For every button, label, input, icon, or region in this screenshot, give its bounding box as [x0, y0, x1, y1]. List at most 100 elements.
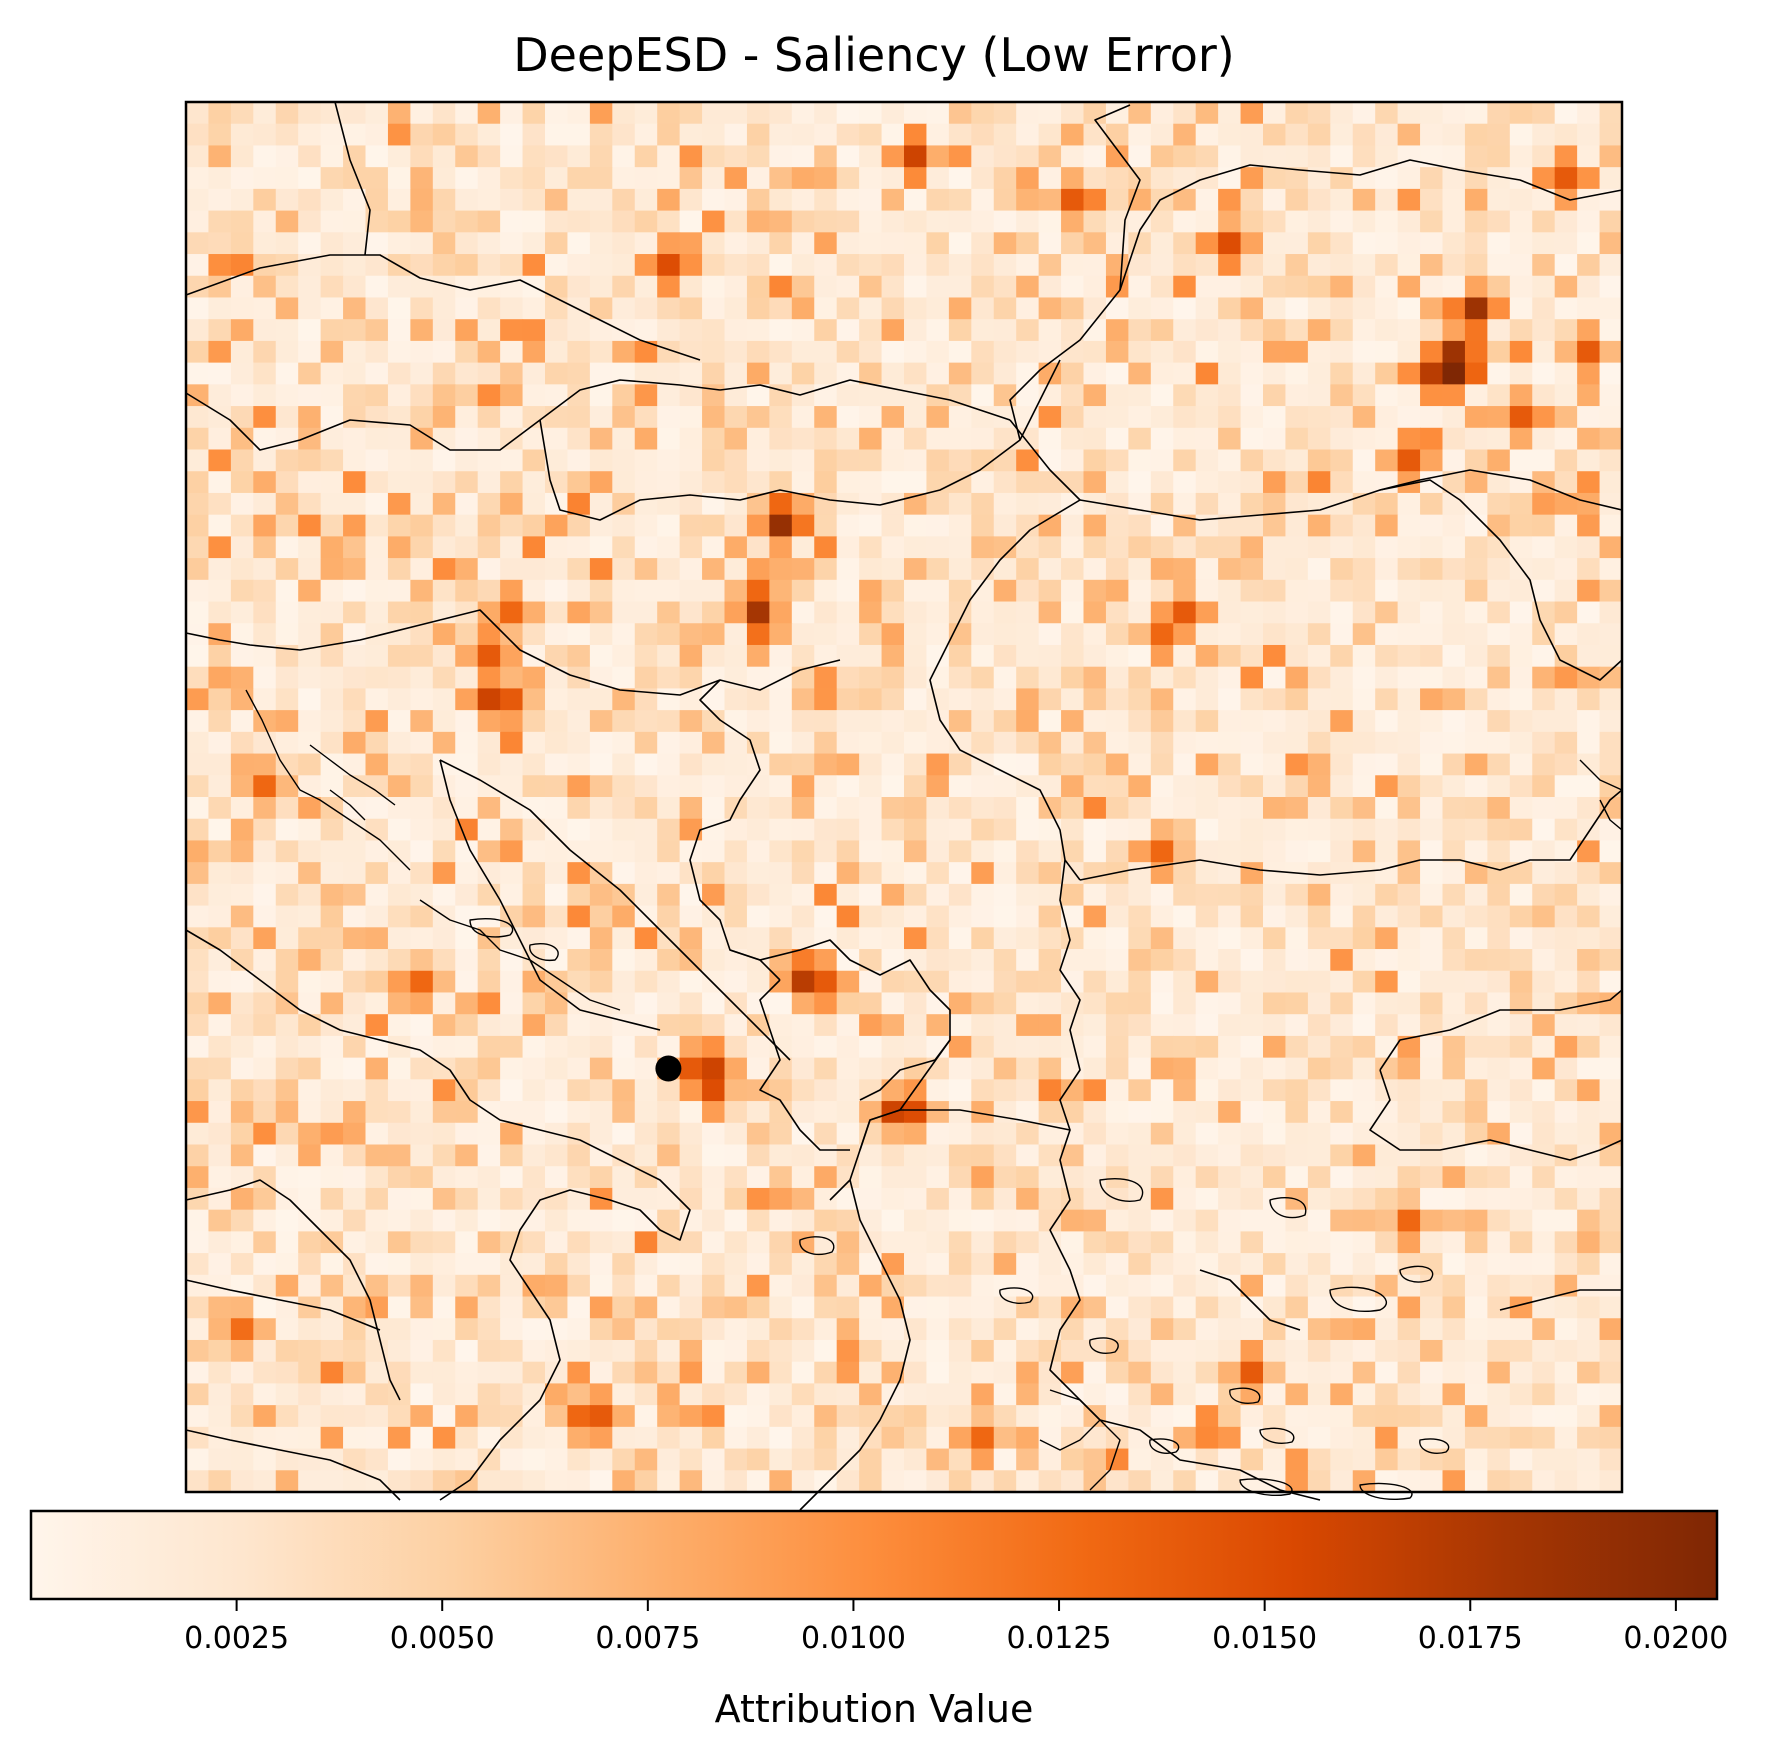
- heatmap-cell: [343, 862, 367, 885]
- heatmap-cell: [1509, 1448, 1533, 1471]
- heatmap-cell: [993, 319, 1017, 342]
- heatmap-cell: [387, 471, 411, 494]
- heatmap-cell: [1420, 492, 1444, 516]
- heatmap-cell: [567, 254, 591, 277]
- heatmap-cell: [1285, 362, 1309, 385]
- heatmap-cell: [1038, 949, 1062, 972]
- heatmap-cell: [1599, 1383, 1623, 1406]
- heatmap-cell: [1150, 1296, 1174, 1319]
- heatmap-cell: [1375, 579, 1399, 603]
- heatmap-cell: [387, 1361, 411, 1385]
- heatmap-cell: [881, 536, 905, 559]
- heatmap-cell: [1397, 992, 1421, 1015]
- heatmap-cell: [1307, 1101, 1331, 1124]
- heatmap-cell: [993, 1274, 1017, 1298]
- heatmap-cell: [657, 1079, 681, 1102]
- heatmap-cell: [589, 949, 613, 972]
- heatmap-cell: [1285, 449, 1309, 472]
- heatmap-cell: [1554, 1448, 1578, 1471]
- heatmap-cell: [1150, 384, 1174, 407]
- heatmap-cell: [1330, 558, 1354, 581]
- heatmap-cell: [1016, 1079, 1040, 1102]
- heatmap-cell: [410, 1014, 434, 1037]
- heatmap-cell: [769, 818, 793, 842]
- heatmap-cell: [320, 1144, 344, 1167]
- heatmap-cell: [410, 927, 434, 950]
- heatmap-cell: [724, 1253, 748, 1276]
- heatmap-cell: [657, 1426, 681, 1450]
- heatmap-cell: [1554, 275, 1578, 299]
- heatmap-cell: [724, 1035, 748, 1059]
- heatmap-cell: [1061, 688, 1085, 711]
- heatmap-cell: [1554, 384, 1578, 407]
- heatmap-cell: [522, 1448, 546, 1471]
- heatmap-cell: [253, 471, 277, 494]
- heatmap-cell: [746, 1209, 770, 1232]
- heatmap-cell: [1061, 905, 1085, 928]
- heatmap-cell: [208, 427, 232, 451]
- heatmap-cell: [859, 775, 883, 798]
- heatmap-cell: [432, 1166, 456, 1189]
- heatmap-cell: [432, 731, 456, 755]
- heatmap-cell: [948, 449, 972, 472]
- heatmap-cell: [1509, 1296, 1533, 1319]
- heatmap-cell: [993, 1209, 1017, 1232]
- heatmap-cell: [612, 1231, 636, 1254]
- heatmap-cell: [1307, 1448, 1331, 1471]
- heatmap-cell: [1016, 818, 1040, 842]
- heatmap-cell: [948, 514, 972, 537]
- heatmap-cell: [1307, 102, 1331, 125]
- heatmap-cell: [612, 167, 636, 190]
- heatmap-cell: [1599, 210, 1623, 233]
- heatmap-cell: [1375, 188, 1399, 212]
- heatmap-cell: [230, 1318, 254, 1341]
- heatmap-cell: [1150, 883, 1174, 907]
- heatmap-cell: [836, 818, 860, 842]
- heatmap-cell: [589, 514, 613, 537]
- heatmap-cell: [814, 1166, 838, 1189]
- heatmap-cell: [1240, 297, 1264, 320]
- heatmap-cell: [1307, 1274, 1331, 1298]
- heatmap-cell: [208, 1057, 232, 1080]
- heatmap-cell: [410, 254, 434, 277]
- heatmap-cell: [1420, 1057, 1444, 1080]
- heatmap-cell: [343, 188, 367, 212]
- heatmap-cell: [904, 1122, 928, 1146]
- heatmap-cell: [432, 123, 456, 147]
- colorbar: [29, 1509, 1719, 1601]
- heatmap-cell: [971, 1405, 995, 1428]
- heatmap-cell: [1150, 688, 1174, 711]
- heatmap-cell: [589, 1014, 613, 1037]
- heatmap-cell: [1061, 797, 1085, 820]
- heatmap-cell: [1016, 167, 1040, 190]
- heatmap-cell: [275, 1470, 299, 1493]
- heatmap-cell: [275, 123, 299, 147]
- heatmap-cell: [1218, 1296, 1242, 1319]
- heatmap-cell: [1330, 1318, 1354, 1341]
- heatmap-cell: [230, 167, 254, 190]
- heatmap-cell: [410, 536, 434, 559]
- heatmap-cell: [791, 1253, 815, 1276]
- heatmap-cell: [567, 862, 591, 885]
- heatmap-cell: [477, 188, 501, 212]
- heatmap-cell: [993, 1470, 1017, 1493]
- heatmap-cell: [634, 731, 658, 755]
- heatmap-cell: [1420, 1361, 1444, 1385]
- heatmap-cell: [1128, 1057, 1152, 1080]
- heatmap-cell: [859, 471, 883, 494]
- heatmap-cell: [1352, 1035, 1376, 1059]
- heatmap-cell: [1375, 167, 1399, 190]
- heatmap-cell: [343, 601, 367, 624]
- heatmap-cell: [724, 1079, 748, 1102]
- heatmap-cell: [702, 992, 726, 1015]
- heatmap-cell: [1218, 1274, 1242, 1298]
- heatmap-cell: [253, 1101, 277, 1124]
- heatmap-cell: [298, 623, 322, 646]
- heatmap-cell: [1352, 1144, 1376, 1167]
- heatmap-cell: [791, 992, 815, 1015]
- heatmap-cell: [791, 927, 815, 950]
- heatmap-cell: [1487, 1101, 1511, 1124]
- heatmap-cell: [1173, 883, 1197, 907]
- heatmap-cell: [567, 275, 591, 299]
- heatmap-cell: [1061, 167, 1085, 190]
